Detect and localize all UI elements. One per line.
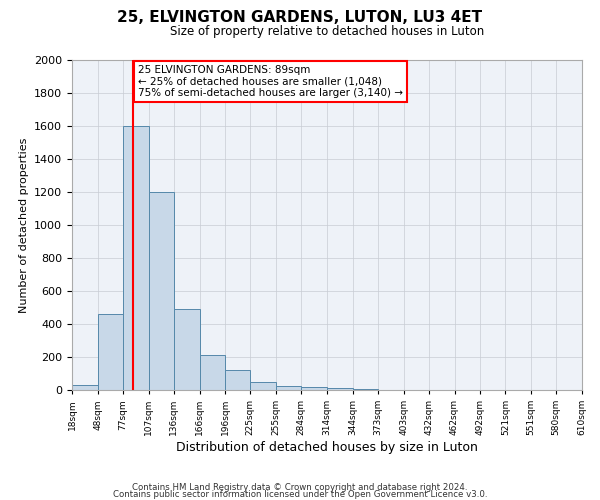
Text: 25 ELVINGTON GARDENS: 89sqm
← 25% of detached houses are smaller (1,048)
75% of : 25 ELVINGTON GARDENS: 89sqm ← 25% of det… xyxy=(139,65,403,98)
Text: Contains HM Land Registry data © Crown copyright and database right 2024.: Contains HM Land Registry data © Crown c… xyxy=(132,484,468,492)
Bar xyxy=(250,382,276,390)
Y-axis label: Number of detached properties: Number of detached properties xyxy=(19,138,29,312)
Bar xyxy=(199,356,226,390)
Bar xyxy=(173,309,199,390)
Text: 25, ELVINGTON GARDENS, LUTON, LU3 4ET: 25, ELVINGTON GARDENS, LUTON, LU3 4ET xyxy=(118,10,482,25)
Bar xyxy=(327,388,353,390)
Bar xyxy=(123,126,149,390)
Bar xyxy=(226,370,250,390)
X-axis label: Distribution of detached houses by size in Luton: Distribution of detached houses by size … xyxy=(176,441,478,454)
Title: Size of property relative to detached houses in Luton: Size of property relative to detached ho… xyxy=(170,25,484,38)
Bar xyxy=(353,389,378,390)
Bar xyxy=(301,386,327,390)
Text: Contains public sector information licensed under the Open Government Licence v3: Contains public sector information licen… xyxy=(113,490,487,499)
Bar xyxy=(149,192,173,390)
Bar xyxy=(98,314,123,390)
Bar xyxy=(72,385,98,390)
Bar xyxy=(276,386,301,390)
